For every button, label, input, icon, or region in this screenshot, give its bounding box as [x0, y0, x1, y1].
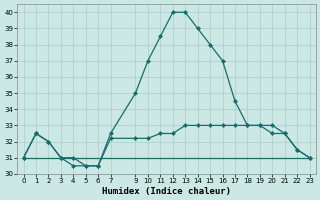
X-axis label: Humidex (Indice chaleur): Humidex (Indice chaleur)	[102, 187, 231, 196]
